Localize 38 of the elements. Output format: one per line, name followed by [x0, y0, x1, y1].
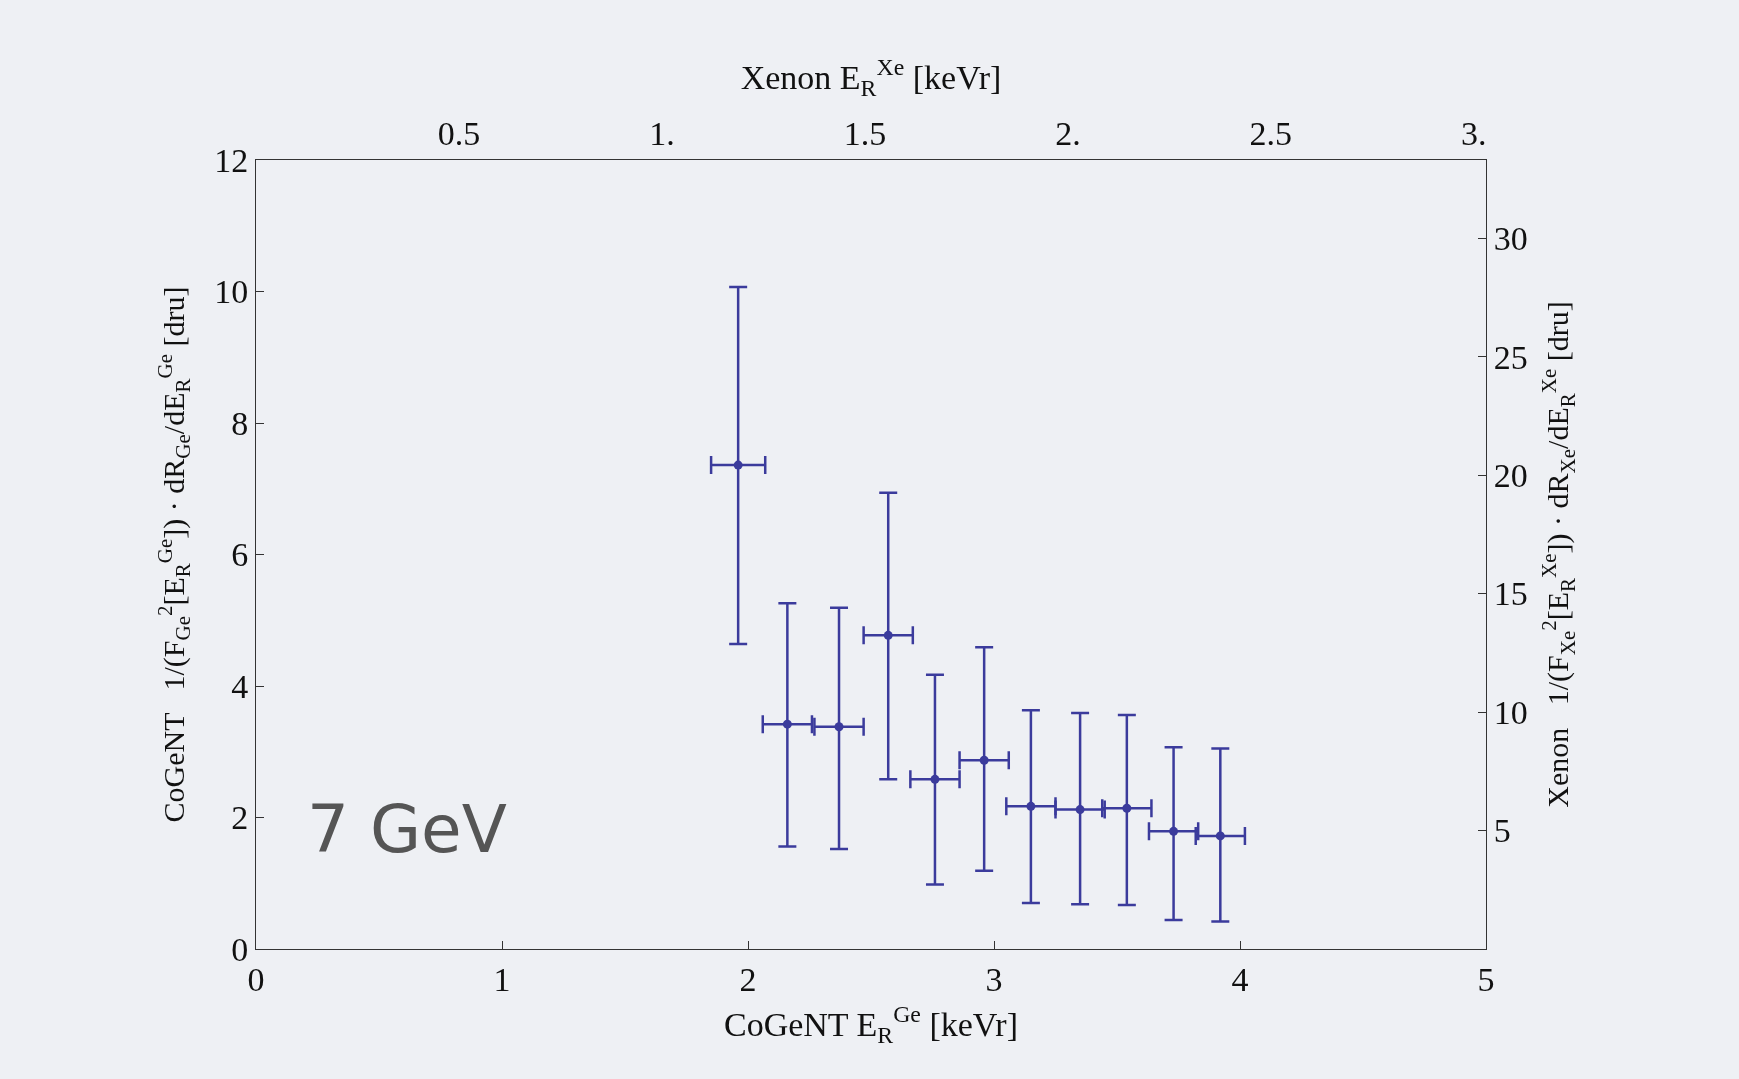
- x2-tick-label: 2.: [1055, 115, 1081, 153]
- x-tick-label: 1: [493, 960, 511, 998]
- point: [979, 755, 989, 765]
- point: [883, 630, 893, 640]
- x-tick-label: 2: [739, 960, 757, 998]
- y-tick-label: 4: [231, 667, 249, 705]
- x-tick-label: 3: [985, 960, 1003, 998]
- point: [1122, 803, 1132, 813]
- y2-tick-label: 30: [1493, 220, 1528, 258]
- y-tick-label: 2: [231, 799, 249, 837]
- point: [930, 774, 940, 784]
- y-tick-label: 8: [231, 404, 249, 442]
- point: [782, 719, 792, 729]
- point: [1215, 831, 1225, 841]
- x2-tick-label: 1.: [649, 115, 675, 153]
- y2-tick-label: 10: [1493, 693, 1528, 731]
- x2-axis-title: Xenon E$_{R}$$^{Xe}$ [keVr]: [740, 53, 1002, 102]
- y2-tick-label: 25: [1493, 338, 1528, 376]
- y-tick-label: 6: [231, 536, 249, 574]
- y-tick-label: 12: [214, 141, 249, 179]
- y2-tick-label: 20: [1493, 457, 1528, 495]
- x2-tick-label: 0.5: [437, 115, 481, 153]
- x2-tick-label: 2.5: [1249, 115, 1293, 153]
- point: [1075, 805, 1085, 815]
- point: [1169, 826, 1179, 836]
- y2-tick-label: 5: [1493, 812, 1511, 850]
- x-tick-label: 5: [1477, 960, 1495, 998]
- y-tick-label: 10: [214, 273, 249, 311]
- x-axis-title: CoGeNT E$_{R}$$^{Ge}$ [keVr]: [723, 1000, 1019, 1049]
- x-tick-label: 4: [1231, 960, 1249, 998]
- point: [834, 722, 844, 732]
- point: [733, 460, 743, 470]
- annotation: 7 GeV: [307, 791, 507, 868]
- x2-tick-label: 3.: [1461, 115, 1487, 153]
- x2-tick-label: 1.5: [843, 115, 887, 153]
- point: [1026, 801, 1036, 811]
- y-tick-label: 0: [231, 930, 249, 968]
- y2-tick-label: 15: [1493, 575, 1528, 613]
